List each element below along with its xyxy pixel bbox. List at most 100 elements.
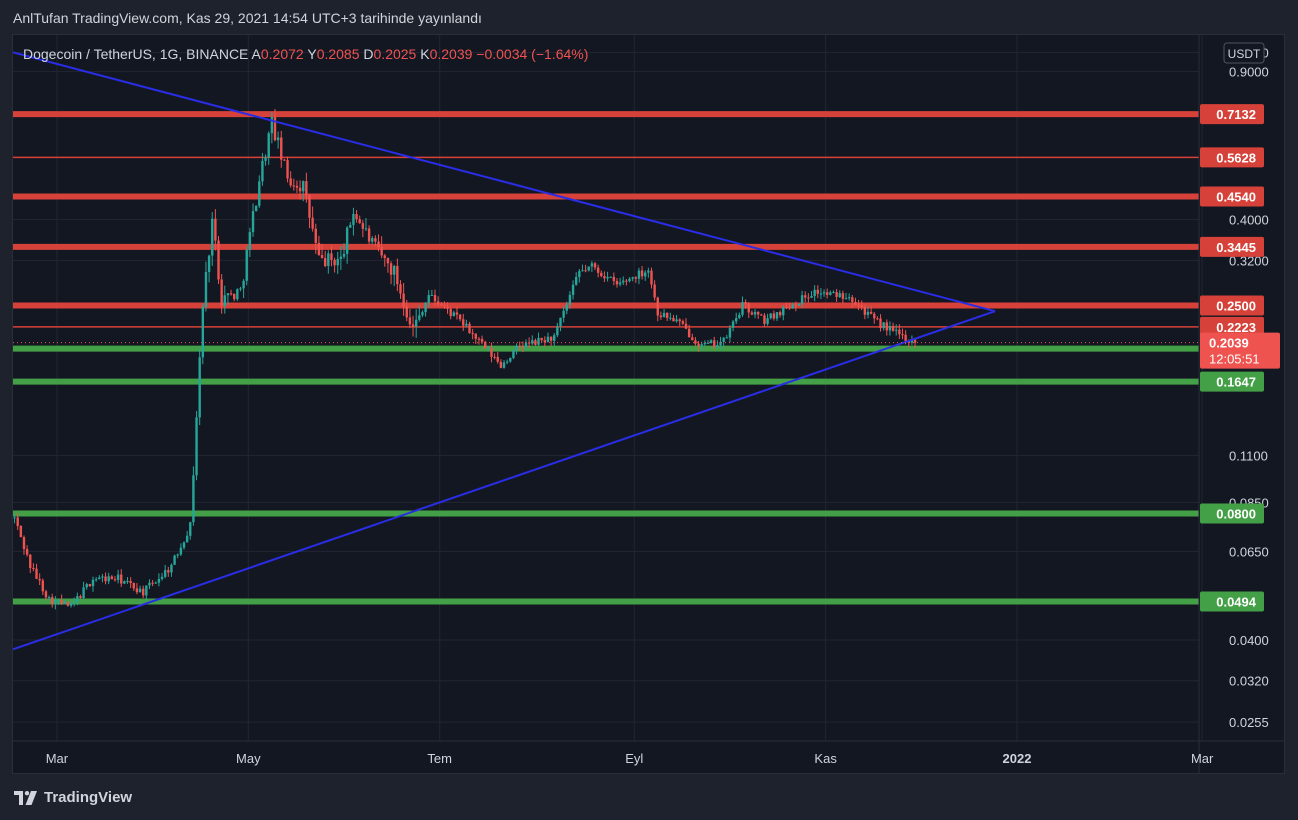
candle-body bbox=[782, 307, 785, 316]
candle-body bbox=[769, 313, 772, 319]
candle-body bbox=[88, 584, 92, 587]
candle-body bbox=[295, 185, 299, 188]
candle-body bbox=[484, 341, 487, 349]
candle-body bbox=[116, 574, 120, 580]
candle-body bbox=[396, 265, 399, 285]
grid bbox=[13, 35, 1203, 741]
candle-body bbox=[399, 284, 402, 294]
candle-body bbox=[891, 326, 895, 331]
candle-body bbox=[195, 417, 198, 476]
candle-body bbox=[534, 340, 537, 345]
candle-body bbox=[593, 263, 597, 268]
level-tag-0.5628 bbox=[1200, 147, 1264, 168]
candle-body bbox=[47, 597, 51, 599]
candle-body bbox=[882, 322, 885, 329]
x-tick-label: Eyl bbox=[625, 751, 643, 766]
candle-body bbox=[374, 238, 377, 242]
candle-body bbox=[25, 549, 29, 555]
candle-body bbox=[151, 582, 154, 584]
candle-body bbox=[804, 295, 807, 298]
candle-body bbox=[380, 247, 383, 256]
candle-body bbox=[725, 337, 728, 339]
candle-body bbox=[371, 238, 374, 242]
candle-body bbox=[135, 588, 139, 593]
candle-body bbox=[211, 218, 214, 256]
candle-body bbox=[703, 343, 707, 345]
candle-body bbox=[895, 329, 898, 331]
candle-body bbox=[606, 276, 609, 279]
candle-body bbox=[123, 581, 126, 584]
candle-body bbox=[185, 535, 189, 543]
candle-body bbox=[675, 319, 678, 322]
level-label-0.0494: 0.0494 bbox=[1216, 594, 1257, 609]
candle-body bbox=[436, 301, 440, 305]
candle-body bbox=[82, 587, 85, 599]
candle-body bbox=[543, 340, 547, 343]
candle-body bbox=[879, 318, 882, 329]
candle-body bbox=[760, 314, 763, 316]
level-label-0.1647: 0.1647 bbox=[1216, 375, 1256, 390]
level-tag-0.3445 bbox=[1200, 236, 1264, 257]
x-tick-label: 2022 bbox=[1003, 751, 1032, 766]
candle-body bbox=[358, 219, 361, 224]
x-tick-label: Mar bbox=[46, 751, 69, 766]
candle-body bbox=[860, 305, 863, 308]
candle-body bbox=[182, 542, 186, 548]
chart-frame[interactable]: 1.00000.90000.40000.32000.11000.08500.06… bbox=[12, 34, 1285, 774]
candle-body bbox=[728, 327, 732, 338]
candle-body bbox=[446, 306, 449, 309]
candle-body bbox=[462, 319, 465, 326]
candle-body bbox=[393, 265, 396, 275]
candle-body bbox=[323, 258, 327, 267]
candle-body bbox=[731, 321, 735, 328]
candle-body bbox=[94, 579, 98, 581]
candle-body bbox=[355, 214, 358, 220]
candle-body bbox=[314, 228, 317, 243]
legend-part-6: K bbox=[416, 46, 430, 62]
candle-body bbox=[377, 241, 380, 248]
candle-body bbox=[383, 255, 387, 258]
candle-body bbox=[51, 597, 54, 605]
candle-body bbox=[85, 584, 88, 588]
tradingview-logo[interactable]: TradingView bbox=[14, 789, 132, 806]
candle-body bbox=[129, 580, 132, 584]
candle-body bbox=[521, 346, 525, 348]
price-chart[interactable]: 1.00000.90000.40000.32000.11000.08500.06… bbox=[13, 35, 1284, 773]
candle-body bbox=[223, 295, 226, 306]
candle-body bbox=[659, 315, 663, 318]
level-tag-0.0494 bbox=[1200, 591, 1264, 612]
candle-body bbox=[138, 588, 142, 593]
candle-body bbox=[719, 341, 722, 346]
legend-part-5: 0.2025 bbox=[374, 46, 417, 62]
currency-label: USDT bbox=[1228, 47, 1261, 61]
legend-part-7: 0.2039 bbox=[430, 46, 473, 62]
candle-body bbox=[60, 599, 63, 605]
candle-body bbox=[273, 117, 277, 141]
candle-body bbox=[427, 295, 430, 303]
candle-body bbox=[816, 289, 819, 294]
candle-body bbox=[562, 310, 565, 318]
candle-body bbox=[772, 313, 776, 319]
candle-body bbox=[863, 307, 867, 315]
candle-body bbox=[885, 322, 889, 331]
candle-body bbox=[411, 324, 415, 327]
candle-body bbox=[838, 293, 841, 297]
candle-body bbox=[280, 137, 283, 160]
level-label-0.4540: 0.4540 bbox=[1216, 190, 1256, 205]
candle-body bbox=[474, 333, 477, 339]
candle-body bbox=[226, 293, 230, 296]
candle-body bbox=[69, 603, 73, 606]
y-tick-label: 0.0320 bbox=[1229, 674, 1269, 689]
candle-body bbox=[402, 293, 405, 307]
candle-body bbox=[785, 307, 788, 309]
candle-body bbox=[311, 217, 314, 229]
candle-body bbox=[320, 255, 324, 259]
level-label-0.2223: 0.2223 bbox=[1216, 320, 1256, 335]
candle-body bbox=[336, 259, 339, 266]
candle-body bbox=[628, 278, 631, 282]
candle-body bbox=[220, 279, 223, 306]
candle-body bbox=[578, 271, 581, 277]
candle-body bbox=[716, 345, 719, 348]
level-tag-0.0800 bbox=[1200, 503, 1264, 524]
candle-body bbox=[232, 293, 236, 300]
